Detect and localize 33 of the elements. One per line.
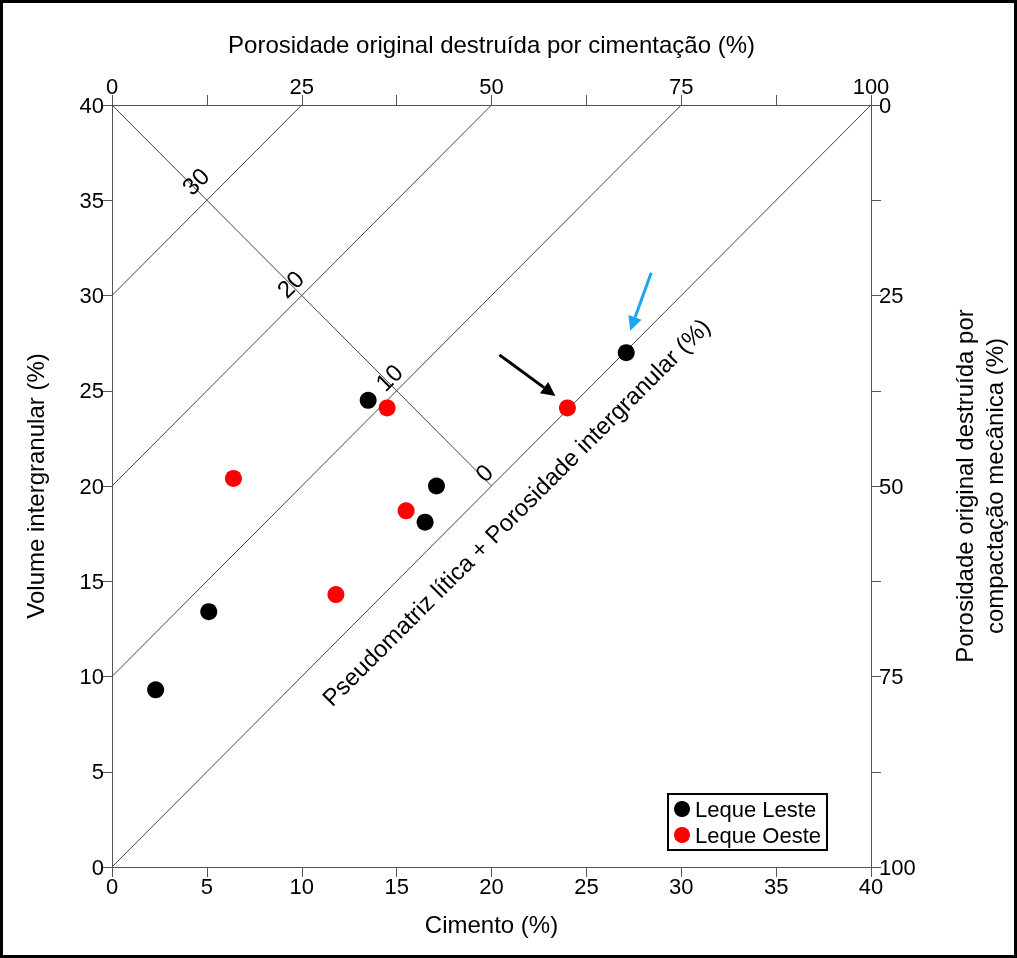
x-axis-title: Cimento (%) [424,910,559,938]
x2-axis-title: Porosidade original destruída por cimentação (%) [228,30,755,58]
x-tick-label: 25 [574,873,599,899]
y-tick-label: 0 [91,854,104,880]
annotation: 20 [271,265,310,304]
annotation: 10 [370,358,409,397]
legend-label: Leque Oeste [695,822,821,848]
y-tick-label: 25 [79,378,104,404]
x2-tick-label: 50 [479,73,504,99]
annotation: 30 [176,162,215,201]
y-tick-label: 10 [79,664,104,689]
y-axis-title: Volume intergranular (%) [21,353,49,619]
x-tick-label: 20 [479,873,504,899]
x2-tick-label: 25 [289,73,314,99]
y-tick-label: 35 [79,187,104,213]
y2-tick-label: 25 [879,283,904,308]
x-tick-label: 5 [200,873,213,899]
x2-tick-label: 75 [669,73,694,99]
x-tick-label: 35 [763,873,789,899]
y-tick-label: 40 [79,92,104,118]
x-tick-label: 30 [669,873,694,899]
y2-tick-label: 75 [879,664,904,689]
y-tick-label: 15 [79,568,104,594]
y-tick-label: 20 [79,473,104,499]
x-tick-label: 15 [384,873,409,899]
y2-axis-title: Porosidade original destruída por compactação mecânica (%) [950,309,1008,663]
y-tick-label: 30 [79,283,104,308]
y2-tick-label: 100 [879,854,916,880]
y2-tick-label: 50 [879,473,904,499]
x-tick-label: 10 [289,873,314,899]
x2-tick-label: 100 [852,73,890,99]
legend-label: Leque Leste [695,796,817,822]
y-tick-label: 5 [91,759,104,785]
